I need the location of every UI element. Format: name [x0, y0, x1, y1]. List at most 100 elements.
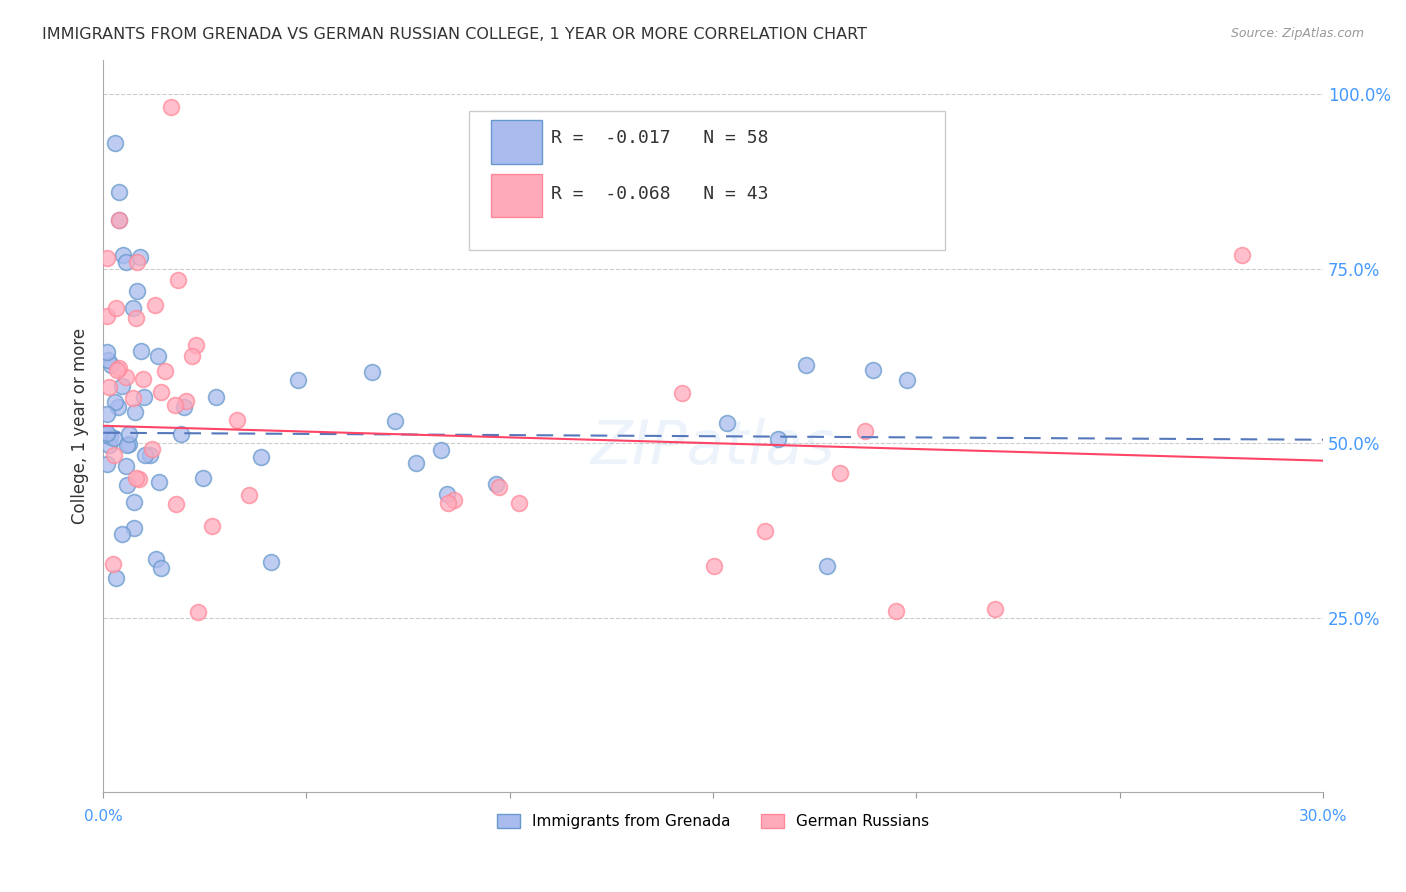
- Point: [128, 472, 150, 486]
- Point: [103, 448, 125, 462]
- Point: [138, 448, 160, 462]
- Point: [96, 345, 118, 359]
- Point: [128, 250, 150, 264]
- Point: [249, 450, 271, 465]
- Point: [122, 391, 145, 405]
- Point: [443, 492, 465, 507]
- Y-axis label: College, 1 year or more: College, 1 year or more: [72, 327, 89, 524]
- FancyBboxPatch shape: [470, 111, 945, 250]
- Text: Source: ZipAtlas.com: Source: ZipAtlas.com: [1230, 27, 1364, 40]
- Point: [173, 400, 195, 414]
- Point: [107, 401, 129, 415]
- Point: [125, 255, 148, 269]
- Point: [118, 426, 141, 441]
- Point: [97, 353, 120, 368]
- Point: [384, 414, 406, 428]
- FancyBboxPatch shape: [491, 174, 543, 217]
- Point: [148, 475, 170, 489]
- Point: [181, 349, 204, 363]
- Point: [828, 466, 851, 480]
- Point: [125, 471, 148, 485]
- Point: [108, 185, 131, 199]
- Point: [101, 558, 124, 572]
- Point: [115, 370, 138, 384]
- Legend: Immigrants from Grenada, German Russians: Immigrants from Grenada, German Russians: [491, 808, 935, 836]
- Point: [108, 213, 131, 227]
- Point: [115, 438, 138, 452]
- Point: [149, 384, 172, 399]
- Point: [149, 561, 172, 575]
- Point: [163, 398, 186, 412]
- Point: [160, 100, 183, 114]
- Point: [287, 373, 309, 387]
- Point: [104, 394, 127, 409]
- Point: [141, 442, 163, 457]
- Point: [488, 480, 510, 494]
- Point: [111, 379, 134, 393]
- Point: [104, 571, 127, 585]
- Point: [1230, 248, 1253, 262]
- Point: [111, 527, 134, 541]
- Point: [768, 433, 790, 447]
- Point: [146, 349, 169, 363]
- Point: [96, 425, 118, 440]
- Point: [96, 407, 118, 421]
- Point: [405, 456, 427, 470]
- Point: [191, 471, 214, 485]
- Point: [132, 372, 155, 386]
- Point: [153, 363, 176, 377]
- Point: [436, 486, 458, 500]
- Point: [716, 416, 738, 430]
- Point: [117, 437, 139, 451]
- Point: [815, 558, 838, 573]
- Point: [437, 496, 460, 510]
- Point: [884, 604, 907, 618]
- Point: [200, 518, 222, 533]
- Point: [96, 457, 118, 471]
- Point: [174, 394, 197, 409]
- Point: [122, 521, 145, 535]
- Point: [108, 213, 131, 227]
- Point: [187, 605, 209, 619]
- Point: [794, 358, 817, 372]
- Text: 0.0%: 0.0%: [84, 809, 122, 824]
- Point: [100, 359, 122, 373]
- Point: [485, 477, 508, 491]
- Point: [361, 365, 384, 379]
- Point: [205, 390, 228, 404]
- FancyBboxPatch shape: [491, 120, 543, 163]
- Point: [166, 273, 188, 287]
- Point: [508, 496, 530, 510]
- Point: [145, 298, 167, 312]
- Point: [145, 551, 167, 566]
- Text: IMMIGRANTS FROM GRENADA VS GERMAN RUSSIAN COLLEGE, 1 YEAR OR MORE CORRELATION CH: IMMIGRANTS FROM GRENADA VS GERMAN RUSSIA…: [42, 27, 868, 42]
- Point: [184, 338, 207, 352]
- Text: R =  -0.017   N = 58: R = -0.017 N = 58: [551, 129, 768, 147]
- Point: [170, 426, 193, 441]
- Point: [703, 558, 725, 573]
- Point: [132, 390, 155, 404]
- Point: [429, 442, 451, 457]
- Point: [107, 363, 129, 377]
- Point: [134, 448, 156, 462]
- Point: [124, 405, 146, 419]
- Point: [165, 497, 187, 511]
- Point: [114, 255, 136, 269]
- Text: 30.0%: 30.0%: [1299, 809, 1347, 824]
- Text: R =  -0.068   N = 43: R = -0.068 N = 43: [551, 185, 768, 202]
- Point: [984, 601, 1007, 615]
- Point: [98, 438, 121, 452]
- Point: [862, 363, 884, 377]
- Point: [260, 555, 283, 569]
- Point: [105, 301, 128, 315]
- Point: [671, 385, 693, 400]
- Point: [127, 284, 149, 298]
- Point: [129, 343, 152, 358]
- Point: [107, 361, 129, 376]
- Point: [855, 424, 877, 438]
- Point: [124, 495, 146, 509]
- Point: [98, 379, 121, 393]
- Point: [98, 430, 121, 444]
- Point: [115, 459, 138, 474]
- Text: ZIPatlas: ZIPatlas: [591, 418, 835, 477]
